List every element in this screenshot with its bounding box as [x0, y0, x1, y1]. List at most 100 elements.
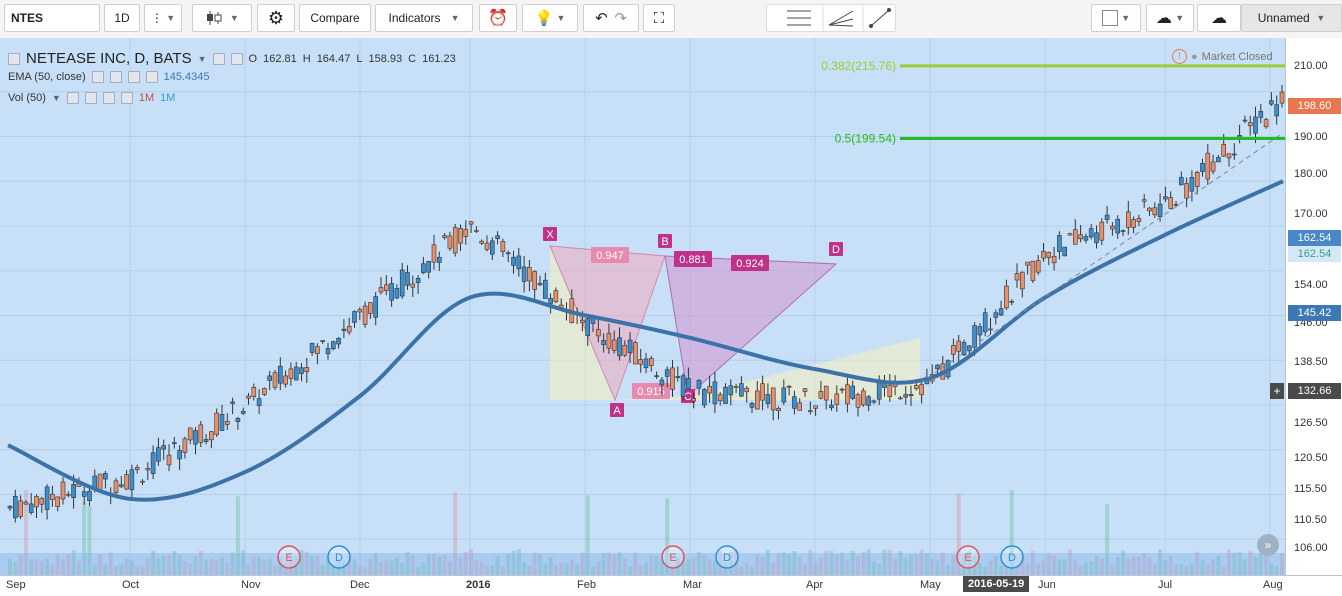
vol-legend-label[interactable]: Vol (50) — [8, 92, 46, 104]
event-marker-label: E — [964, 552, 971, 564]
visibility-icon[interactable] — [212, 52, 225, 65]
volume-bar — [1189, 563, 1194, 575]
candle-body — [1057, 235, 1062, 252]
candle-body — [696, 379, 702, 389]
volume-bar — [299, 549, 304, 575]
candle-body — [219, 414, 225, 431]
pattern-point-badge — [829, 242, 843, 256]
volume-bar — [760, 557, 765, 575]
candle-body — [1051, 255, 1057, 264]
save-layout-button[interactable]: ☁ — [1197, 4, 1241, 32]
candle-body — [267, 375, 273, 381]
price-tick: 120.50 — [1294, 452, 1328, 464]
legend-ema: EMA (50, close) 145.4345 — [8, 71, 210, 83]
legend-title: NETEASE INC, D, BATS — [26, 50, 192, 67]
indicators-button[interactable]: Indicators ▼ — [375, 4, 473, 32]
volume-bar — [1195, 551, 1200, 575]
volume-bar — [1121, 550, 1125, 575]
candle-body — [1221, 143, 1226, 157]
volume-bar — [649, 554, 654, 575]
visibility-icon[interactable] — [66, 92, 79, 104]
price-tick: 210.00 — [1294, 60, 1328, 72]
volume-bar — [659, 559, 664, 575]
fib-level-label: 0.382(215.76) — [821, 59, 896, 73]
volume-bar — [1211, 558, 1216, 575]
fib-lines[interactable]: 0.382(215.76) 0.5(199.54) — [821, 59, 1285, 146]
volume-bar — [538, 553, 542, 575]
symbol-search-input[interactable]: NTES — [4, 4, 100, 32]
volume-bar — [601, 553, 606, 575]
settings-small-icon[interactable] — [84, 92, 97, 104]
interval-menu-button[interactable]: ⋮ ▼ — [144, 4, 182, 32]
candle-body — [182, 438, 188, 453]
candle-body — [13, 496, 18, 519]
volume-bar — [241, 550, 246, 575]
layout-button[interactable]: ▼ — [1091, 4, 1141, 32]
chart-pane[interactable]: X A B C D 0.947 0.881 0.924 0.915 0.382(215.76) 0… — [0, 38, 1285, 575]
chevron-down-icon[interactable]: ▼ — [197, 53, 207, 64]
load-layout-button[interactable]: ☁ ▼ — [1146, 4, 1194, 32]
volume-bar — [87, 505, 92, 575]
chart-type-button[interactable]: ▼ — [192, 4, 252, 32]
candle-body — [802, 388, 808, 392]
candle-body — [436, 256, 442, 263]
interval-button[interactable]: 1D — [104, 4, 140, 32]
close-icon[interactable] — [145, 71, 158, 83]
trend-line-icon[interactable] — [869, 8, 891, 28]
fullscreen-icon: ⛶ — [653, 9, 665, 27]
candle-body — [977, 326, 983, 336]
volume-bar — [1041, 560, 1046, 575]
pitchfork-icon[interactable] — [828, 10, 854, 27]
pattern-point-badge — [610, 403, 624, 417]
candle-body — [919, 384, 924, 396]
volume-bar — [156, 558, 161, 575]
volume-bar — [988, 560, 993, 575]
volume-bar — [962, 554, 966, 575]
candle-body — [463, 229, 469, 237]
harmonic-pattern[interactable]: X A B C D 0.947 0.881 0.924 0.915 — [543, 227, 920, 417]
volume-bar — [416, 566, 421, 575]
event-marker-circle — [1000, 545, 1024, 569]
warning-icon[interactable]: ! — [1172, 49, 1187, 64]
candle-body — [44, 486, 50, 510]
volume-bar — [66, 553, 71, 575]
settings-button[interactable]: ⚙ — [257, 4, 295, 32]
candle-body — [399, 269, 405, 297]
horizontal-lines-icon[interactable] — [787, 10, 811, 26]
dashed-trend-line[interactable] — [919, 132, 1284, 384]
alert-button[interactable]: ⏰ — [479, 4, 517, 32]
ema-legend-label[interactable]: EMA (50, close) — [8, 71, 86, 83]
scroll-to-realtime-button[interactable]: » — [1257, 534, 1279, 556]
volume-bar — [728, 551, 733, 575]
volume-bar — [1020, 555, 1025, 575]
visibility-icon[interactable] — [91, 71, 104, 83]
close-icon[interactable] — [120, 92, 133, 104]
chevron-down-icon[interactable]: ▼ — [51, 93, 61, 103]
volume-bar — [1242, 559, 1247, 575]
settings-small-icon[interactable] — [230, 52, 243, 65]
fullscreen-button[interactable]: ⛶ — [643, 4, 675, 32]
volume-bar — [909, 555, 913, 575]
volume-bar — [18, 554, 23, 575]
candle-body — [150, 452, 156, 474]
layout-name-button[interactable]: Unnamed ▼ — [1241, 4, 1342, 32]
more-icon[interactable] — [127, 71, 140, 83]
price-scale[interactable]: 210.00 190.00 180.00 170.00 154.00 146.0… — [1270, 38, 1342, 575]
crosshair-plus-icon[interactable]: + — [1270, 383, 1284, 399]
candle-body — [1099, 221, 1105, 241]
settings-small-icon[interactable] — [109, 71, 122, 83]
volume-bar — [1221, 566, 1226, 575]
time-scale[interactable]: Sep Oct Nov Dec 2016 Feb Mar Apr May 201… — [0, 575, 1342, 596]
volume-bar — [1232, 552, 1237, 575]
candle-body — [723, 386, 728, 404]
volume-bar — [765, 549, 770, 575]
ideas-button[interactable]: 💡 ▼ — [522, 4, 578, 32]
undo-icon[interactable]: ↶ — [595, 10, 608, 27]
volume-bar — [829, 551, 834, 575]
collapse-icon[interactable] — [8, 52, 20, 65]
more-icon[interactable] — [102, 92, 115, 104]
redo-icon[interactable]: ↷ — [614, 10, 627, 27]
compare-button[interactable]: Compare — [299, 4, 371, 32]
